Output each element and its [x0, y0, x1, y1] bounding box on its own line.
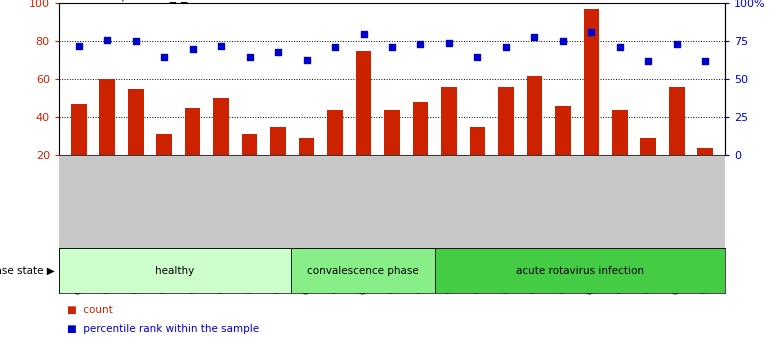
Bar: [412, 102, 428, 193]
Bar: [185, 108, 201, 193]
Point: [300, 57, 313, 62]
Bar: [270, 127, 286, 193]
Text: healthy: healthy: [155, 266, 194, 276]
Bar: [435, 248, 725, 293]
Bar: [527, 76, 543, 193]
Point: [670, 42, 683, 47]
Bar: [213, 98, 229, 193]
Point: [215, 43, 227, 49]
Bar: [583, 9, 599, 193]
Point: [101, 37, 114, 43]
Bar: [555, 106, 571, 193]
Text: GDS2048 / 39292_r_at: GDS2048 / 39292_r_at: [59, 0, 200, 2]
Text: acute rotavirus infection: acute rotavirus infection: [517, 266, 644, 276]
Point: [614, 45, 626, 50]
Point: [243, 54, 256, 59]
Bar: [128, 89, 143, 193]
Bar: [441, 87, 457, 193]
Bar: [470, 127, 485, 193]
Bar: [291, 248, 435, 293]
Bar: [698, 148, 713, 193]
Point: [642, 58, 655, 64]
Bar: [498, 87, 514, 193]
Point: [72, 43, 85, 49]
Text: disease state ▶: disease state ▶: [0, 266, 55, 276]
Point: [414, 42, 426, 47]
Bar: [100, 79, 115, 193]
Bar: [612, 110, 628, 193]
Point: [187, 46, 199, 52]
Point: [129, 39, 142, 44]
Point: [585, 30, 597, 35]
Point: [158, 54, 170, 59]
Point: [443, 40, 456, 46]
Bar: [669, 87, 684, 193]
Bar: [384, 110, 400, 193]
Bar: [327, 110, 343, 193]
Point: [358, 31, 370, 37]
Bar: [356, 51, 372, 193]
Bar: [241, 134, 257, 193]
Text: convalescence phase: convalescence phase: [307, 266, 419, 276]
Point: [328, 45, 341, 50]
Bar: [299, 138, 314, 193]
Bar: [641, 138, 656, 193]
Point: [528, 34, 541, 40]
Text: ■  percentile rank within the sample: ■ percentile rank within the sample: [67, 325, 259, 334]
Point: [272, 49, 285, 55]
Point: [386, 45, 398, 50]
Text: ■  count: ■ count: [67, 305, 112, 315]
Point: [499, 45, 512, 50]
Bar: [71, 104, 86, 193]
Bar: [59, 248, 291, 293]
Point: [699, 58, 712, 64]
Point: [471, 54, 484, 59]
Point: [557, 39, 569, 44]
Bar: [156, 134, 172, 193]
